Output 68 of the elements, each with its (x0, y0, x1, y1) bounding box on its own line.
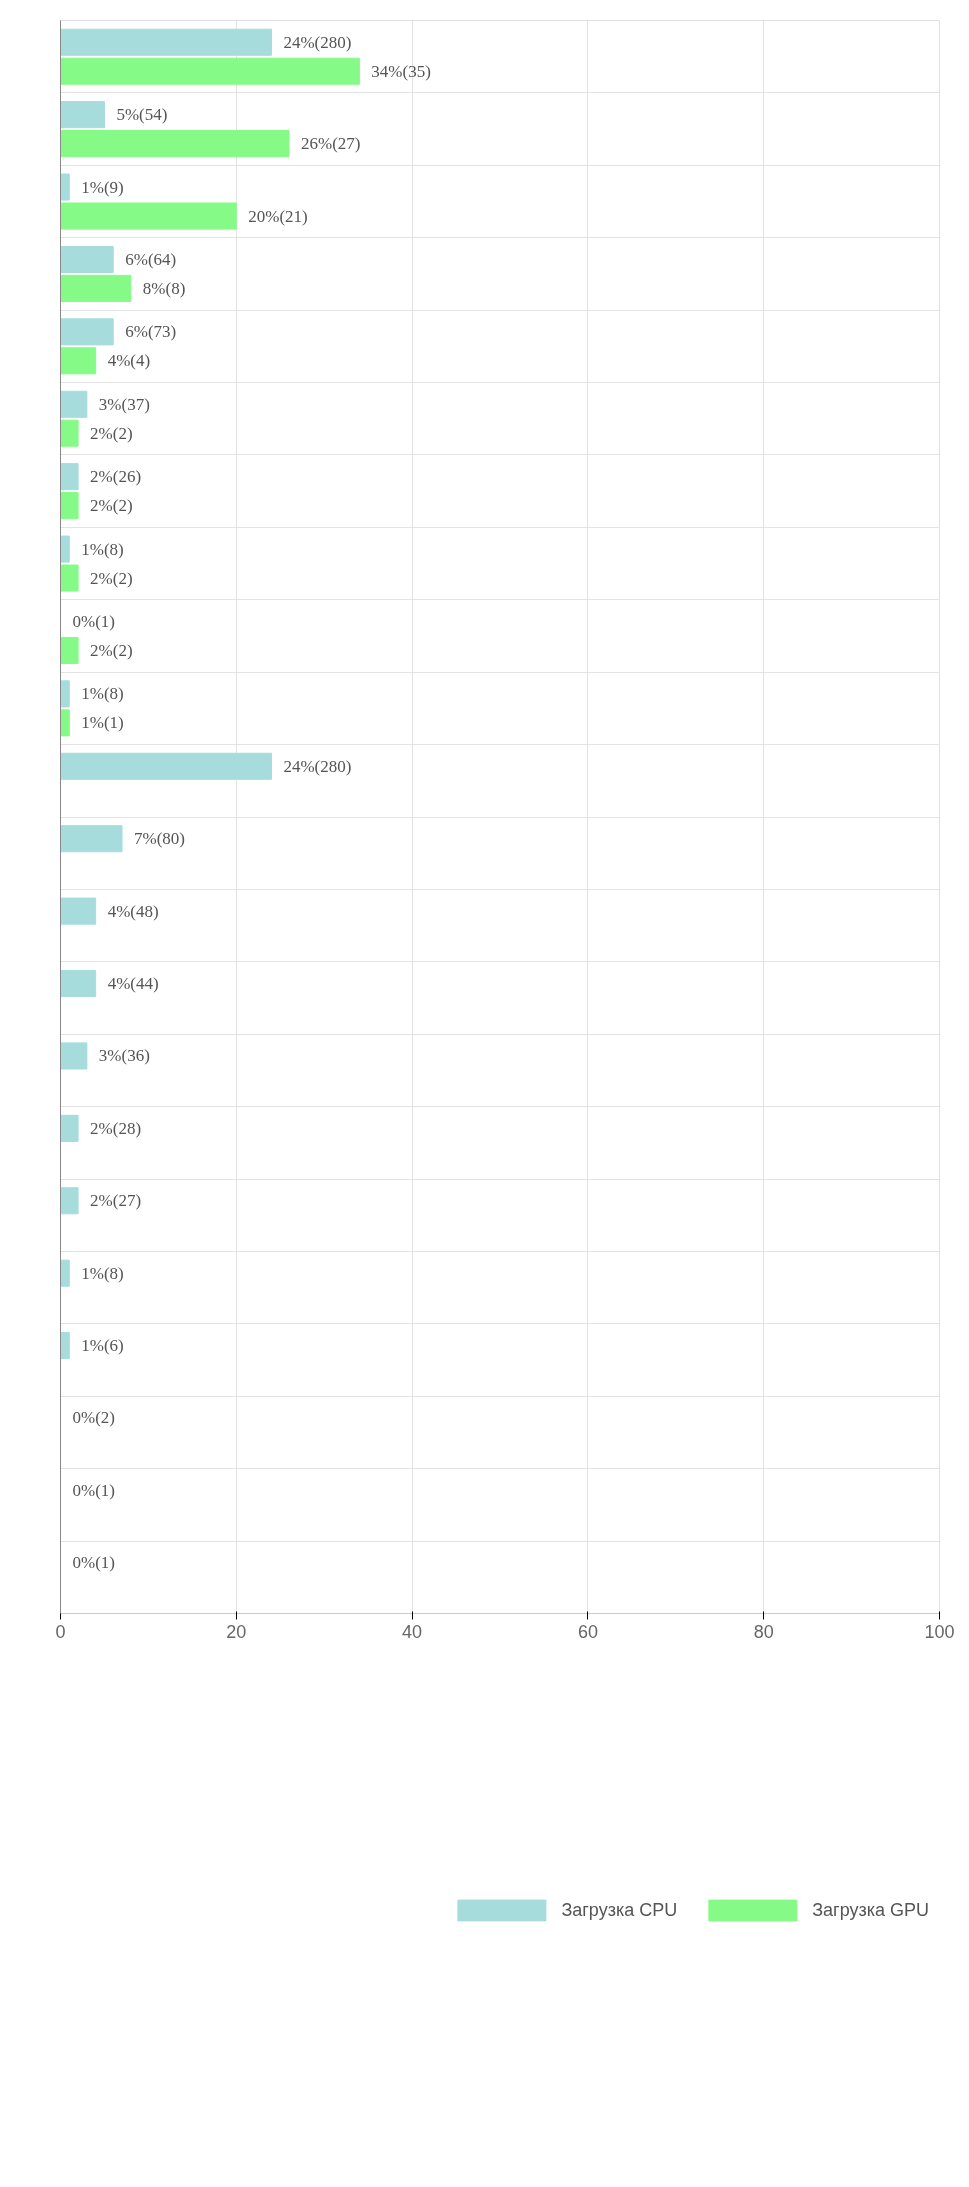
bar (60, 535, 70, 563)
data-label: 0%(1) (72, 1480, 115, 1500)
bar (60, 492, 79, 520)
data-label: 1%(8) (81, 684, 124, 704)
x-tick-label: 0 (55, 1621, 66, 1642)
data-label: 1%(9) (81, 177, 124, 197)
bar (60, 130, 290, 158)
bar (60, 636, 79, 664)
bar (60, 463, 79, 491)
data-label: 6%(73) (125, 322, 177, 342)
x-tick-label: 100 (924, 1621, 955, 1642)
bar (60, 390, 88, 418)
bar (60, 709, 70, 737)
bar (60, 274, 132, 302)
bar (60, 245, 114, 273)
data-label: 6%(64) (125, 249, 177, 269)
data-label: 8%(8) (142, 278, 186, 298)
bar (60, 173, 70, 201)
bar (60, 680, 70, 708)
data-label: 24%(280) (283, 756, 352, 776)
bar (60, 1332, 70, 1360)
bar (60, 564, 79, 592)
bar (60, 1042, 88, 1070)
bar (60, 1259, 70, 1287)
data-label: 0%(2) (72, 1408, 115, 1428)
data-label: 4%(48) (107, 901, 159, 921)
bar (60, 202, 237, 230)
data-label: 1%(1) (81, 713, 124, 733)
data-label: 2%(2) (90, 423, 133, 443)
data-label: 1%(6) (81, 1336, 124, 1356)
data-label: 26%(27) (301, 134, 361, 154)
data-label: 20%(21) (248, 206, 308, 226)
legend-label: Загрузка GPU (812, 1899, 929, 1921)
bar (60, 101, 105, 129)
data-label: 3%(37) (98, 394, 150, 414)
data-label: 24%(280) (283, 32, 352, 52)
x-tick-label: 80 (753, 1621, 774, 1642)
data-label: 7%(80) (134, 829, 186, 849)
data-label: 34%(35) (371, 61, 431, 81)
data-label: 2%(2) (90, 568, 133, 588)
x-tick-label: 40 (402, 1621, 423, 1642)
bar (60, 28, 272, 56)
bar (60, 419, 79, 447)
data-label: 3%(36) (98, 1046, 150, 1066)
data-label: 0%(1) (72, 1553, 115, 1573)
bar (60, 897, 97, 925)
bar (60, 752, 272, 780)
legend-label: Загрузка CPU (561, 1899, 678, 1921)
data-label: 2%(26) (90, 467, 142, 487)
data-label: 4%(4) (107, 351, 151, 371)
bar (60, 57, 360, 85)
data-label: 2%(2) (90, 496, 133, 516)
bar (60, 1187, 79, 1215)
bar (60, 347, 97, 375)
bar (60, 1114, 79, 1142)
data-label: 2%(27) (90, 1191, 142, 1211)
bar (60, 318, 114, 346)
x-tick-label: 60 (577, 1621, 598, 1642)
data-label: 2%(28) (90, 1118, 142, 1138)
bar (60, 970, 97, 998)
data-label: 0%(1) (72, 612, 115, 631)
x-tick-label: 20 (226, 1621, 247, 1642)
data-label: 1%(8) (81, 539, 124, 559)
data-label: 4%(44) (107, 974, 159, 994)
bar (60, 825, 123, 853)
data-label: 1%(8) (81, 1263, 124, 1283)
data-label: 5%(54) (116, 105, 168, 125)
data-label: 2%(2) (90, 640, 133, 660)
